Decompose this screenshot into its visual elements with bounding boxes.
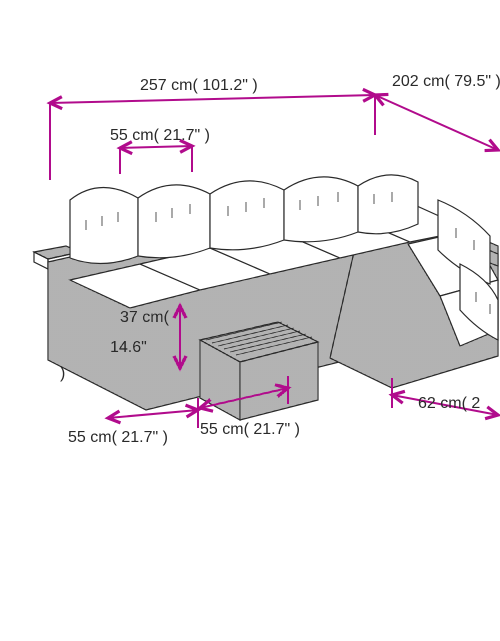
sofa-set [34,175,498,420]
dim-top-right [375,95,498,150]
label-table-h3: ) [60,365,65,382]
coffee-table [200,322,318,420]
furniture-dimension-diagram: 257 cm( 101.2" ) 202 cm( 79.5" ) 55 cm( … [0,0,500,641]
label-seat-w: 55 cm( 21.7" ) [110,127,210,144]
label-depth: 62 cm( 2 [418,395,480,412]
label-top-long: 257 cm( 101.2" ) [140,77,258,94]
dim-table-w-l [108,410,198,418]
label-table-w-l: 55 cm( 21.7" ) [68,429,168,446]
label-table-h2: 14.6" [110,339,147,356]
label-top-right: 202 cm( 79.5" ) [392,73,500,90]
dim-seat-w [120,146,192,148]
label-table-h1: 37 cm( [120,309,170,326]
label-table-w-r: 55 cm( 21.7" ) [200,421,300,438]
dim-top-long [50,95,375,103]
